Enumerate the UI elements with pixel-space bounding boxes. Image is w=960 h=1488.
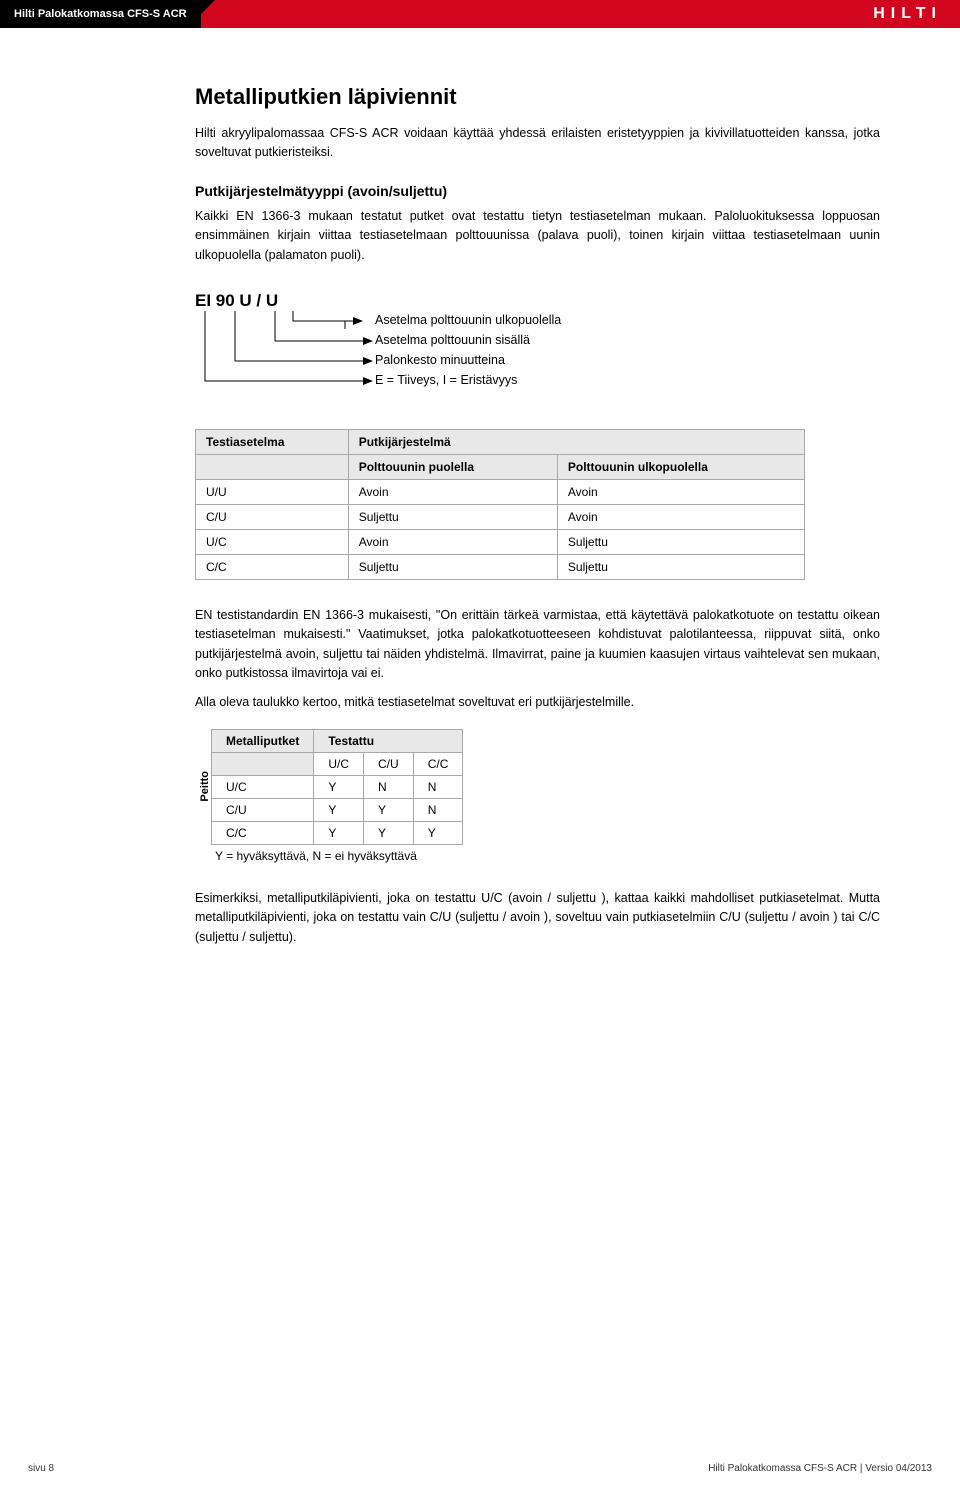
t2-sub-1: U/C [314, 752, 364, 775]
hilti-logo: HILTI [865, 0, 960, 28]
section-1-paragraph: Kaikki EN 1366-3 mukaan testatut putket … [195, 207, 880, 265]
ei-diagram: EI 90 U / U Asetelma polttouunin ulkopuo… [195, 291, 880, 421]
header-title: Hilti Palokatkomassa CFS-S ACR [0, 0, 201, 28]
t2-cell: Y [364, 798, 414, 821]
table-row: C/C Y Y Y [212, 821, 463, 844]
t2-cell: N [413, 798, 463, 821]
t1-cell: Suljettu [348, 504, 557, 529]
t1-cell: C/U [196, 504, 349, 529]
t2-cell: C/U [212, 798, 314, 821]
ei-line-3: Palonkesto minuutteina [375, 353, 505, 367]
t1-header-0: Testiasetelma [196, 429, 349, 454]
t2-cell: Y [364, 821, 414, 844]
footer-right: Hilti Palokatkomassa CFS-S ACR | Versio … [708, 1463, 932, 1474]
table-row: U/U Avoin Avoin [196, 479, 805, 504]
section-title-1: Putkijärjestelmätyyppi (avoin/suljettu) [195, 183, 880, 199]
metalliputket-table: Metalliputket Testattu U/C C/U C/C U/C Y… [211, 729, 463, 845]
table-row: C/C Suljettu Suljettu [196, 554, 805, 579]
t2-sidelabel: Peitto [195, 771, 211, 820]
metalliputket-table-wrap: Peitto Metalliputket Testattu U/C C/U C/… [195, 729, 880, 863]
t1-cell: Avoin [348, 479, 557, 504]
t2-cell: Y [314, 798, 364, 821]
t1-cell: U/C [196, 529, 349, 554]
t2-cell: Y [314, 821, 364, 844]
t1-sub-2: Polttouunin ulkopuolella [557, 454, 804, 479]
t1-cell: U/U [196, 479, 349, 504]
t1-cell: C/C [196, 554, 349, 579]
header-bar: Hilti Palokatkomassa CFS-S ACR HILTI [0, 0, 960, 28]
testiasetelma-table: Testiasetelma Putkijärjestelmä Polttouun… [195, 429, 805, 580]
t2-footnote: Y = hyväksyttävä, N = ei hyväksyttävä [211, 845, 463, 863]
t2-h1: Testattu [314, 729, 463, 752]
page-footer: sivu 8 Hilti Palokatkomassa CFS-S ACR | … [0, 1463, 960, 1474]
t2-cell: Y [314, 775, 364, 798]
t1-cell: Avoin [557, 504, 804, 529]
intro-paragraph: Hilti akryylipalomassaa CFS-S ACR voidaa… [195, 124, 880, 163]
t2-sub-2: C/U [364, 752, 414, 775]
t2-cell: N [413, 775, 463, 798]
page-content: Metalliputkien läpiviennit Hilti akryyli… [0, 28, 960, 947]
header-divider [201, 0, 866, 28]
closing-paragraph: Esimerkiksi, metalliputkiläpivienti, jok… [195, 889, 880, 947]
after-t1-p2: Alla oleva taulukko kertoo, mitkä testia… [195, 693, 880, 712]
t1-sub-1: Polttouunin puolella [348, 454, 557, 479]
footer-left: sivu 8 [28, 1463, 54, 1474]
t2-sub-3: C/C [413, 752, 463, 775]
t1-cell: Avoin [348, 529, 557, 554]
page-heading: Metalliputkien läpiviennit [195, 84, 880, 110]
t1-cell: Suljettu [557, 529, 804, 554]
table-row: U/C Avoin Suljettu [196, 529, 805, 554]
t2-cell: C/C [212, 821, 314, 844]
table-row: C/U Y Y N [212, 798, 463, 821]
table-row: C/U Suljettu Avoin [196, 504, 805, 529]
after-t1-p1: EN testistandardin EN 1366-3 mukaisesti,… [195, 606, 880, 684]
t1-sub-empty [196, 454, 349, 479]
table-row: U/C Y N N [212, 775, 463, 798]
t1-cell: Suljettu [348, 554, 557, 579]
t2-h0: Metalliputket [212, 729, 314, 752]
t1-header-1: Putkijärjestelmä [348, 429, 804, 454]
t1-cell: Suljettu [557, 554, 804, 579]
t2-cell: Y [413, 821, 463, 844]
t2-cell: U/C [212, 775, 314, 798]
ei-line-1: Asetelma polttouunin ulkopuolella [375, 313, 561, 327]
ei-line-4: E = Tiiveys, I = Eristävyys [375, 373, 517, 387]
t2-cell: N [364, 775, 414, 798]
ei-bracket-svg [195, 291, 395, 421]
t1-cell: Avoin [557, 479, 804, 504]
t2-sub-empty [212, 752, 314, 775]
ei-line-2: Asetelma polttouunin sisällä [375, 333, 530, 347]
